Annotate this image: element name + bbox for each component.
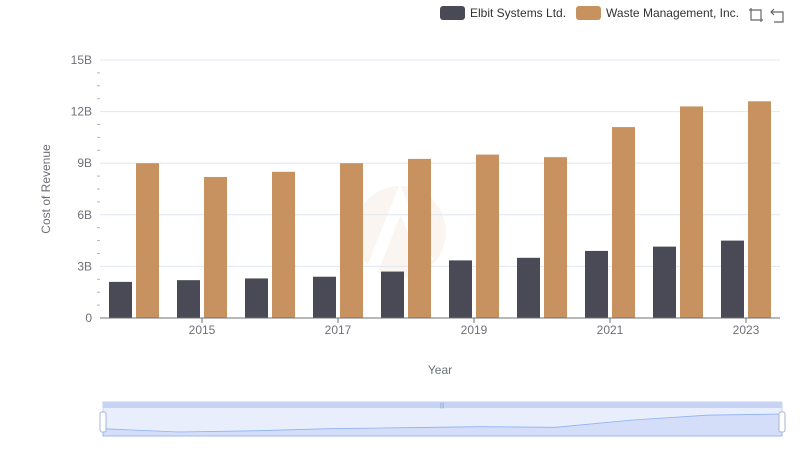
x-tick-label: 2017: [325, 323, 352, 337]
bar-waste-management-2017: [340, 163, 363, 318]
bar-elbit-2023: [721, 240, 744, 318]
chart-toolbox: [746, 5, 790, 25]
legend-label-waste-management: Waste Management, Inc.: [606, 6, 739, 20]
bar-waste-management-2014: [136, 163, 159, 318]
bar-waste-management-2020: [544, 157, 567, 318]
bar-waste-management-2015: [204, 176, 227, 318]
y-tick-label: 9B: [77, 156, 92, 170]
x-axis-title: Year: [428, 363, 452, 377]
x-axis: [100, 317, 780, 323]
watermark-logo: [354, 184, 446, 278]
y-tick-label: 0: [85, 311, 92, 325]
y-tick-label: 6B: [77, 208, 92, 222]
x-axis-labels: 2015 2017 2019 2021 2023: [189, 323, 760, 337]
bar-waste-management-2019: [476, 154, 499, 318]
bar-waste-management-2022: [680, 106, 703, 318]
y-tick-label: 15B: [71, 53, 92, 67]
legend-item-elbit[interactable]: Elbit Systems Ltd.: [440, 6, 566, 20]
x-tick-label: 2021: [597, 323, 624, 337]
data-zoom-top-bar[interactable]: [103, 402, 782, 408]
bar-elbit-2015: [177, 280, 200, 318]
x-tick-label: 2015: [189, 323, 216, 337]
data-zoom-slider[interactable]: |||: [99, 401, 786, 437]
data-zoom-handle-left[interactable]: [99, 411, 107, 433]
bar-elbit-2017: [313, 276, 336, 318]
y-axis-labels: 0 3B 6B 9B 12B 15B: [71, 53, 93, 325]
bar-series: [109, 101, 771, 318]
bar-waste-management-2016: [272, 171, 295, 318]
zoom-select-icon[interactable]: [746, 5, 766, 25]
y-minor-ticks: [97, 72, 100, 306]
bar-elbit-2022: [653, 246, 676, 318]
bar-waste-management-2021: [612, 127, 635, 318]
y-tick-label: 3B: [77, 259, 92, 273]
bar-elbit-2019: [449, 260, 472, 318]
zoom-reset-icon[interactable]: [768, 5, 788, 25]
y-axis-title: Cost of Revenue: [39, 144, 53, 234]
x-tick-label: 2019: [461, 323, 488, 337]
data-zoom-handle-right[interactable]: [778, 411, 786, 433]
bar-waste-management-2023: [748, 101, 771, 318]
bar-elbit-2016: [245, 278, 268, 318]
chart-legend: Elbit Systems Ltd. Waste Management, Inc…: [440, 4, 749, 22]
legend-label-elbit: Elbit Systems Ltd.: [470, 6, 567, 20]
data-zoom-grip-icon: |||: [440, 403, 445, 409]
y-tick-label: 12B: [71, 105, 92, 119]
bar-waste-management-2018: [408, 158, 431, 318]
legend-swatch-elbit: [440, 6, 465, 20]
bar-elbit-2014: [109, 281, 132, 318]
bar-elbit-2018: [381, 271, 404, 318]
legend-item-waste-management[interactable]: Waste Management, Inc.: [576, 6, 739, 20]
bar-elbit-2020: [517, 257, 540, 318]
bar-elbit-2021: [585, 250, 608, 318]
x-tick-label: 2023: [733, 323, 760, 337]
legend-swatch-waste-management: [576, 6, 602, 20]
